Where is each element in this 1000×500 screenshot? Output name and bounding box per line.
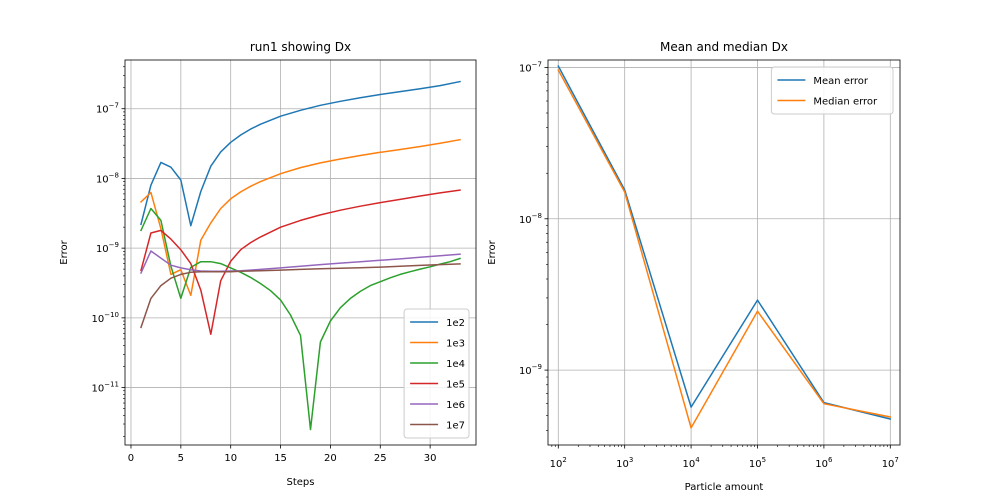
left-y-axis-label: Error — [59, 239, 70, 264]
x-tick-label: 107 — [882, 456, 899, 470]
left-chart-title: run1 showing Dx — [250, 40, 351, 54]
series-line-1e4 — [140, 207, 461, 431]
x-tick-label: 25 — [374, 453, 387, 464]
y-tick-label: 10−10 — [91, 311, 119, 325]
legend-label: Median error — [813, 97, 878, 108]
series-line-1e2 — [140, 80, 461, 227]
right-y-axis-label: Error — [487, 239, 498, 264]
legend-label: 1e3 — [446, 339, 465, 350]
series-line-1e5 — [140, 189, 461, 336]
y-tick-label: 10−7 — [519, 60, 542, 74]
legend-label: 1e6 — [446, 400, 465, 411]
series-line-1e7 — [140, 263, 461, 329]
y-tick-label: 10−9 — [519, 363, 542, 377]
legend-label: 1e7 — [446, 421, 465, 432]
series-line-median-error — [557, 69, 892, 429]
x-tick-label: 15 — [274, 453, 287, 464]
series-line-1e6 — [140, 250, 461, 274]
y-tick-label: 10−11 — [91, 381, 119, 395]
legend-label: 1e2 — [446, 318, 465, 329]
legend-label: 1e5 — [446, 380, 465, 391]
left-legend: 1e2 1e3 1e4 1e5 1e6 1e7 — [403, 308, 470, 439]
left-chart: 0 5 10 15 20 25 30 10−11 10−10 10−9 10−8 10−7 run1 … — [59, 40, 477, 488]
x-tick-label: 5 — [178, 453, 184, 464]
x-tick-label: 20 — [324, 453, 337, 464]
x-tick-label: 102 — [550, 456, 567, 470]
right-chart: 102 103 104 105 106 107 10−9 10−8 10−7 Mean and … — [487, 40, 901, 493]
right-x-axis-label: Particle amount — [685, 482, 764, 493]
right-ticks: 102 103 104 105 106 107 10−9 10−8 10−7 — [519, 60, 899, 470]
x-tick-label: 30 — [424, 453, 437, 464]
left-gridlines — [125, 60, 476, 445]
legend-label: 1e4 — [446, 359, 465, 370]
y-tick-label: 10−9 — [96, 241, 119, 255]
y-tick-label: 10−7 — [96, 102, 119, 116]
left-series-lines — [139, 80, 461, 431]
legend-box — [403, 308, 470, 439]
y-tick-label: 10−8 — [96, 171, 119, 185]
x-tick-label: 106 — [815, 456, 833, 470]
x-tick-label: 105 — [749, 456, 766, 470]
legend-label: Mean error — [813, 76, 869, 87]
legend-box — [770, 66, 894, 115]
right-chart-title: Mean and median Dx — [660, 40, 788, 54]
left-plot-frame — [124, 59, 477, 446]
left-x-axis-label: Steps — [287, 477, 315, 488]
right-legend: Mean error Median error — [770, 66, 894, 115]
x-tick-label: 10 — [224, 453, 237, 464]
x-tick-label: 103 — [616, 456, 633, 470]
series-line-1e3 — [139, 138, 461, 297]
right-series-lines — [557, 65, 892, 429]
x-tick-label: 0 — [128, 453, 134, 464]
x-tick-label: 104 — [682, 456, 700, 470]
y-tick-label: 10−8 — [519, 212, 542, 226]
left-ticks: 0 5 10 15 20 25 30 10−11 10−10 10−9 10−8 10−7 — [91, 66, 437, 464]
